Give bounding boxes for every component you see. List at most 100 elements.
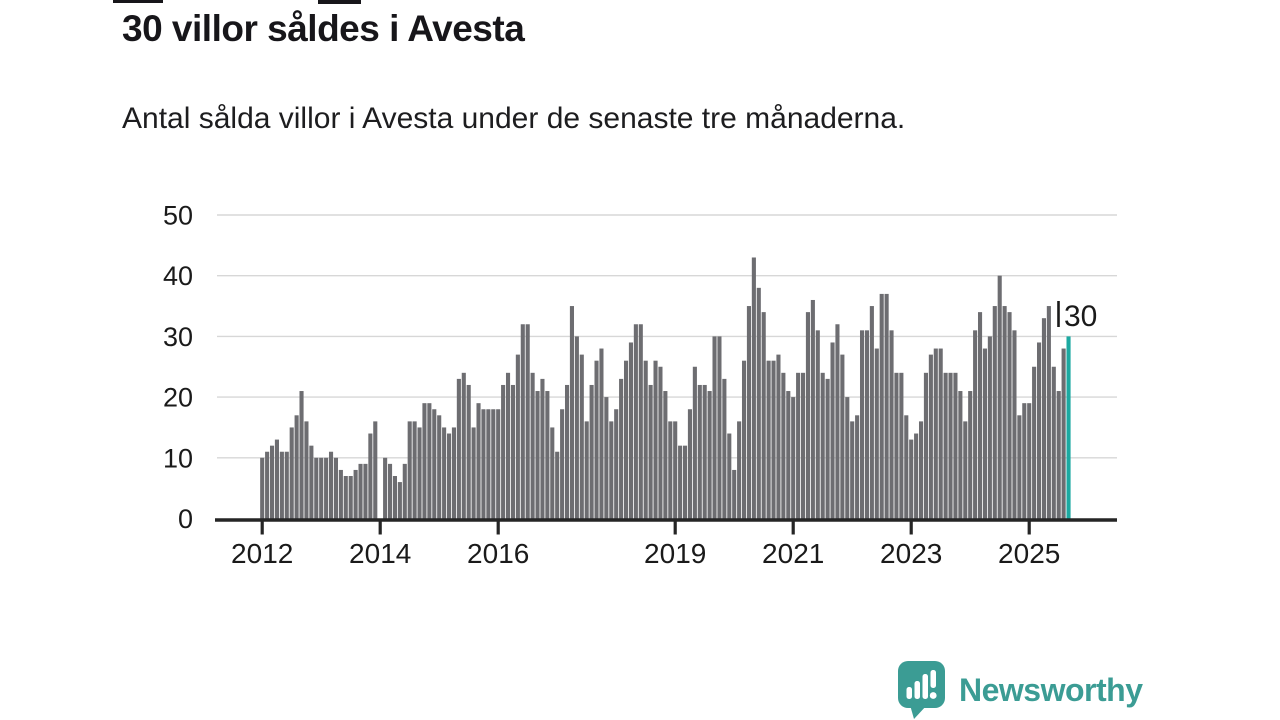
x-axis-labels: 2012 2014 2016 2019 2021 2023 2025 (231, 538, 1060, 569)
bar (796, 372, 801, 519)
bar (776, 354, 781, 519)
bar (918, 421, 924, 519)
bar (894, 372, 899, 519)
bar (1017, 415, 1022, 519)
bar (530, 372, 535, 519)
bar (274, 439, 279, 519)
bar (953, 372, 958, 519)
bar (476, 403, 481, 519)
bar (933, 348, 938, 519)
bar (761, 312, 766, 519)
x-axis-label: 2014 (349, 538, 411, 569)
bar (1007, 312, 1012, 519)
bar (594, 360, 599, 519)
bar (540, 378, 545, 519)
bar (373, 421, 378, 519)
bar (840, 354, 845, 519)
bar (353, 469, 358, 519)
bar (422, 403, 427, 519)
bar (569, 306, 574, 519)
bar (628, 342, 633, 519)
gridlines (217, 214, 1117, 459)
bar (673, 421, 678, 519)
x-axis-label: 2012 (231, 538, 293, 569)
bar (417, 427, 422, 519)
bar (289, 427, 294, 519)
bar (343, 476, 348, 519)
bar (387, 463, 393, 519)
bar (904, 415, 909, 519)
bar (741, 360, 747, 519)
bar (992, 306, 997, 519)
bar (402, 463, 407, 519)
bar (786, 391, 791, 519)
bar (309, 445, 314, 519)
bar (687, 409, 692, 519)
bar (845, 397, 850, 519)
chart-subtitle: Antal sålda villor i Avesta under de sen… (122, 102, 906, 135)
bar (304, 421, 309, 519)
bar (914, 433, 919, 519)
y-axis-label: 40 (163, 261, 193, 291)
bar (712, 336, 717, 519)
bar (717, 336, 722, 519)
bar (977, 312, 983, 519)
bar (968, 391, 973, 519)
bar (702, 384, 707, 519)
bar (643, 360, 648, 519)
y-axis-label: 50 (163, 201, 193, 231)
bar (884, 293, 889, 519)
bar (855, 415, 860, 519)
bar (889, 330, 894, 519)
bar (943, 372, 948, 519)
bar (491, 409, 496, 519)
bar (471, 427, 476, 519)
bar (810, 299, 815, 519)
bar (835, 324, 840, 519)
bar (874, 348, 879, 519)
x-axis-label: 2019 (644, 538, 706, 569)
bar (766, 360, 771, 519)
bar (564, 384, 570, 519)
bar (1061, 348, 1066, 519)
bar (928, 354, 933, 519)
bar (781, 372, 786, 519)
bar (338, 469, 343, 519)
bar (319, 457, 324, 519)
bar (446, 433, 452, 519)
newsworthy-logo[interactable]: Newsworthy (897, 661, 1267, 719)
bar (555, 451, 560, 519)
bar (333, 457, 338, 519)
bar (505, 372, 511, 519)
bar (692, 366, 697, 519)
bar (496, 409, 501, 519)
bar (879, 293, 884, 519)
x-axis-label: 2025 (998, 538, 1060, 569)
bar (368, 433, 373, 519)
bar (412, 421, 417, 519)
bar (294, 415, 299, 519)
y-axis-label: 0 (178, 504, 193, 534)
bar (407, 421, 412, 519)
bar (1036, 342, 1042, 519)
bar (638, 324, 643, 519)
bar (510, 384, 515, 519)
x-axis-label: 2016 (467, 538, 529, 569)
bar (358, 463, 363, 519)
last-value-label: 30 (1064, 300, 1097, 333)
bar (1041, 318, 1047, 519)
bar (584, 421, 589, 519)
bar (958, 391, 963, 519)
clipped-text-fragment (318, 0, 361, 4)
bar (501, 384, 506, 519)
bar (830, 342, 835, 519)
bar (299, 391, 304, 519)
bar (963, 421, 968, 519)
bar (1046, 306, 1051, 519)
bar (727, 433, 732, 519)
bar (864, 330, 869, 519)
bar (579, 354, 584, 519)
y-axis-labels: 0 10 20 30 40 50 (163, 201, 193, 535)
bar (515, 354, 520, 519)
